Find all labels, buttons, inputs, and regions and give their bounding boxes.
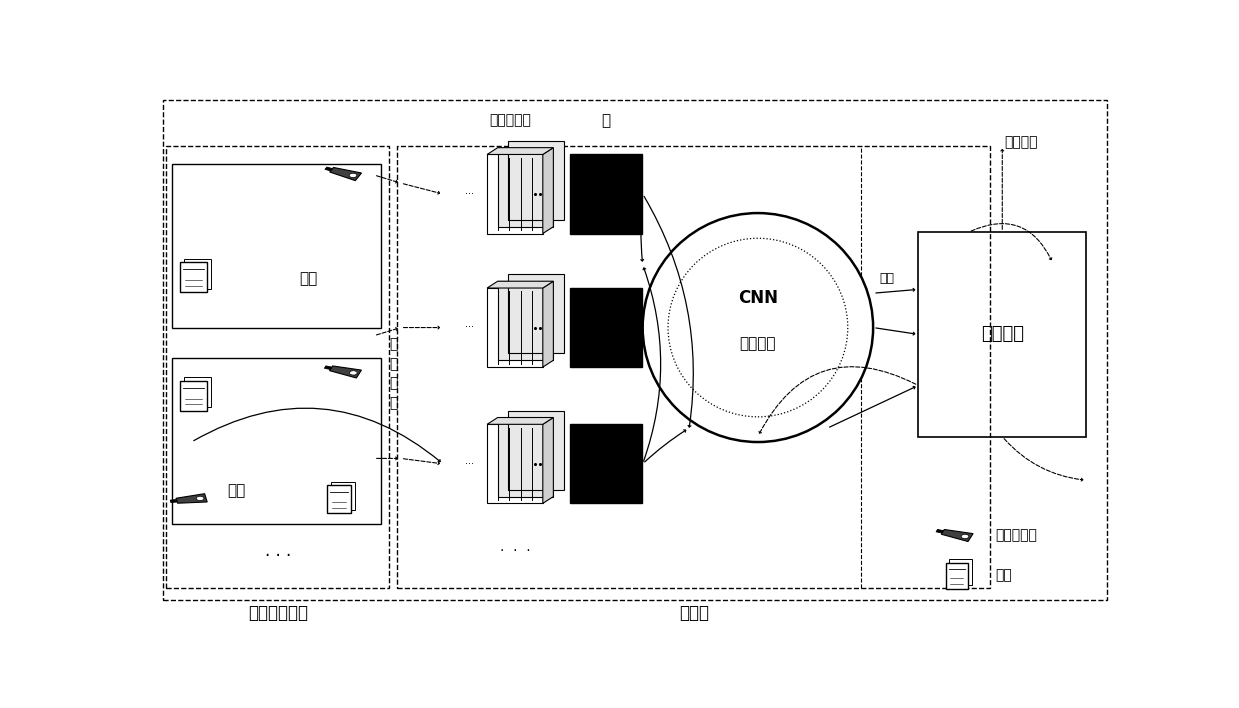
Polygon shape (325, 167, 332, 171)
Bar (327, 485, 351, 513)
Text: . . .: . . . (265, 542, 291, 560)
Bar (570, 288, 642, 367)
Polygon shape (170, 500, 177, 503)
Text: 人数: 人数 (880, 272, 895, 285)
Bar (498, 281, 554, 360)
Bar (183, 377, 211, 407)
Text: 控制模块: 控制模块 (981, 326, 1023, 343)
Text: CNN: CNN (738, 289, 778, 307)
Bar (180, 381, 207, 411)
Polygon shape (325, 366, 332, 370)
Bar (487, 288, 543, 367)
Polygon shape (543, 281, 554, 367)
Text: 室二: 室二 (228, 484, 245, 498)
Text: 空调: 空调 (995, 569, 1012, 583)
Polygon shape (176, 493, 207, 503)
Text: 服务器: 服务器 (679, 604, 710, 622)
Text: ···: ··· (466, 459, 475, 469)
Polygon shape (487, 281, 554, 288)
Text: 视频获取模块: 视频获取模块 (248, 604, 307, 622)
Bar (396, 146, 990, 588)
Bar (508, 141, 564, 220)
Text: 人数统计: 人数统计 (740, 336, 776, 351)
Text: ·  ·  ·: · · · (499, 544, 530, 558)
Text: ···: ··· (466, 323, 475, 333)
Text: 室一: 室一 (300, 271, 317, 286)
Bar (487, 424, 543, 503)
Polygon shape (330, 168, 362, 181)
Text: 视频数据流: 视频数据流 (489, 113, 532, 127)
Bar (166, 146, 389, 588)
Bar (508, 275, 564, 353)
Text: 传
输
模
块: 传 输 模 块 (389, 338, 398, 410)
Bar (949, 559, 971, 586)
Bar (180, 262, 207, 292)
Circle shape (349, 173, 357, 178)
Circle shape (349, 371, 357, 375)
Bar (487, 154, 543, 234)
Bar (570, 154, 642, 234)
Polygon shape (330, 366, 362, 378)
Text: 帧: 帧 (602, 113, 611, 128)
Bar (498, 148, 554, 227)
Bar (508, 411, 564, 490)
Bar (918, 232, 1087, 437)
Polygon shape (487, 148, 554, 154)
Text: ···: ··· (466, 189, 475, 199)
Ellipse shape (643, 213, 873, 442)
Text: 红外摄像头: 红外摄像头 (995, 527, 1037, 542)
Polygon shape (543, 148, 554, 234)
Circle shape (196, 496, 204, 501)
Polygon shape (942, 530, 973, 542)
Bar (945, 563, 968, 588)
Bar (172, 164, 382, 328)
Text: 控制信号: 控制信号 (1005, 135, 1038, 149)
Bar (498, 418, 554, 496)
Bar (183, 258, 211, 289)
Polygon shape (487, 418, 554, 424)
Polygon shape (935, 530, 944, 533)
Polygon shape (543, 418, 554, 503)
Bar (570, 424, 642, 503)
Circle shape (961, 535, 969, 539)
Bar (331, 482, 356, 510)
Bar (172, 358, 382, 524)
